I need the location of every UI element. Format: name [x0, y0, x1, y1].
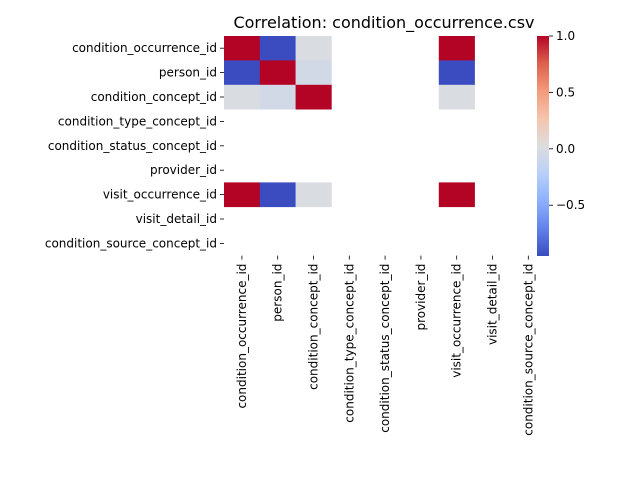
colorbar: 1.0 0.5 0.0 −0.5	[537, 29, 585, 256]
heatmap-cell-r0-c1	[259, 36, 296, 61]
heatmap-cell-r0-c6	[438, 36, 475, 61]
heatmap-cell-r6-c2	[295, 182, 332, 208]
row-tick-label: condition_occurrence_id	[72, 41, 217, 55]
row-tick-label: condition_concept_id	[91, 90, 217, 104]
column-tick-label: visit_detail_id	[486, 264, 500, 345]
heatmap-cells	[224, 36, 475, 208]
row-tick-label: condition_status_concept_id	[48, 139, 217, 153]
row-tick-label: condition_source_concept_id	[45, 236, 217, 250]
heatmap-cell-r2-c2	[295, 84, 332, 110]
heatmap-cell-r1-c6	[438, 60, 475, 86]
colorbar-tick-label: 0.0	[556, 142, 575, 156]
column-tick-label: visit_occurrence_id	[450, 264, 464, 378]
row-tick-label: person_id	[159, 66, 217, 80]
column-tick-label: condition_type_concept_id	[342, 264, 356, 423]
chart-title: Correlation: condition_occurrence.csv	[233, 13, 534, 33]
column-tick-label: condition_concept_id	[307, 264, 321, 390]
colorbar-tick-label: −0.5	[556, 198, 585, 212]
heatmap-cell-r0-c2	[295, 36, 332, 61]
heatmap-cell-r6-c0	[224, 182, 261, 208]
column-tick-labels: condition_occurrence_id person_id conditio…	[235, 255, 535, 436]
heatmap-cell-r2-c1	[259, 84, 296, 110]
heatmap-cell-r2-c6	[438, 84, 475, 110]
heatmap-cell-r6-c6	[438, 182, 475, 208]
heatmap-cell-r2-c0	[224, 84, 261, 110]
column-tick-label: provider_id	[414, 264, 428, 331]
row-tick-label: provider_id	[150, 163, 217, 177]
heatmap-cell-r6-c1	[259, 182, 296, 208]
heatmap-cell-r1-c2	[295, 60, 332, 86]
heatmap-cell-r1-c0	[224, 60, 261, 86]
column-tick-label: condition_status_concept_id	[378, 264, 392, 433]
row-tick-label: condition_type_concept_id	[58, 114, 217, 128]
row-tick-label: visit_occurrence_id	[103, 188, 217, 202]
colorbar-tick-label: 0.5	[556, 85, 575, 99]
row-tick-label: visit_detail_id	[136, 212, 217, 226]
row-tick-labels: condition_occurrence_id person_id conditio…	[45, 41, 224, 250]
column-tick-label: person_id	[271, 264, 285, 322]
heatmap-cell-r0-c0	[224, 36, 261, 61]
heatmap-cell-r1-c1	[259, 60, 296, 86]
colorbar-gradient	[537, 36, 549, 256]
column-tick-label: condition_occurrence_id	[235, 264, 249, 409]
colorbar-tick-label: 1.0	[556, 29, 575, 43]
column-tick-label: condition_source_concept_id	[521, 264, 535, 436]
